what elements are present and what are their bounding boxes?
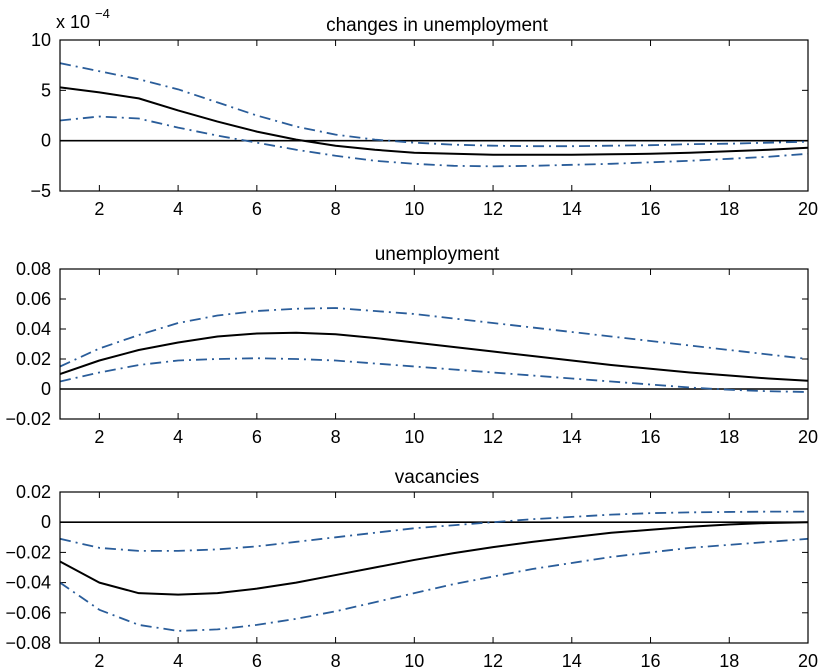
y-tick-label: −5 (30, 181, 51, 201)
x-tick-label: 16 (641, 651, 661, 671)
series-line-upper (60, 510, 808, 552)
axes-box (59, 491, 809, 644)
plot-area (60, 62, 808, 168)
axis-scale-exponent: −4 (95, 6, 110, 21)
y-tick-label: 0.02 (16, 482, 51, 502)
series-line-point (60, 86, 808, 156)
x-tick-label: 4 (173, 199, 183, 219)
y-tick-label: 0.02 (16, 349, 51, 369)
x-tick-label: 18 (719, 427, 739, 447)
x-tick-label: 2 (94, 651, 104, 671)
x-tick-label: 12 (483, 199, 503, 219)
x-tick-label: 12 (483, 427, 503, 447)
x-tick-label: 16 (641, 427, 661, 447)
x-tick-label: 20 (798, 427, 818, 447)
y-tick-label: 0.04 (16, 319, 51, 339)
x-tick-label: 18 (719, 651, 739, 671)
x-tick-label: 12 (483, 651, 503, 671)
x-tick-label: 14 (562, 199, 582, 219)
chart-panel-2: unemployment −0.02 0 0.02 0.04 0.06 0.08 2 4 6 8 10… (5, 244, 818, 447)
y-tick-label: 0 (41, 379, 51, 399)
x-tick-label: 14 (562, 651, 582, 671)
x-tick-label: 8 (331, 199, 341, 219)
x-tick-label: 4 (173, 651, 183, 671)
x-tick-label: 10 (404, 199, 424, 219)
x-tick-label: 6 (252, 427, 262, 447)
x-tick-label: 2 (94, 427, 104, 447)
x-tick-label: 10 (404, 651, 424, 671)
chart-panel-1: changes in unemployment x 10 −4 −5 0 5 10 2 4 6 8 1… (30, 6, 818, 219)
series-line-lower (60, 357, 808, 393)
x-tick-label: 6 (252, 199, 262, 219)
chart-title: changes in unemployment (326, 15, 549, 36)
y-tick-label: −0.08 (5, 633, 51, 653)
series-line-lower (60, 115, 808, 168)
series-line-point (60, 521, 808, 596)
x-tick-label: 8 (331, 427, 341, 447)
x-tick-label: 4 (173, 427, 183, 447)
x-tick-label: 18 (719, 199, 739, 219)
y-tick-label: 5 (41, 80, 51, 100)
x-tick-label: 8 (331, 651, 341, 671)
axis-scale-label: x 10 (56, 12, 90, 32)
y-tick-label: −0.04 (5, 573, 51, 593)
x-tick-label: 20 (798, 651, 818, 671)
axes-box (59, 268, 809, 420)
y-tick-label: 10 (31, 30, 51, 50)
y-tick-label: −0.06 (5, 603, 51, 623)
y-tick-label: −0.02 (5, 409, 51, 429)
x-tick-label: 6 (252, 651, 262, 671)
x-tick-label: 14 (562, 427, 582, 447)
chart-panel-3: vacancies −0.08 −0.06 −0.04 −0.02 0 0.02 2 4 6 8 10… (5, 467, 818, 671)
plot-area (60, 307, 808, 393)
y-tick-label: 0 (41, 512, 51, 532)
x-tick-label: 2 (94, 199, 104, 219)
chart-title: vacancies (395, 467, 480, 488)
x-tick-label: 10 (404, 427, 424, 447)
chart-title: unemployment (375, 244, 500, 265)
plot-area (60, 510, 808, 632)
axes-box (59, 39, 809, 192)
series-line-upper (60, 62, 808, 148)
y-tick-label: −0.02 (5, 542, 51, 562)
x-tick-label: 16 (641, 199, 661, 219)
series-line-upper (60, 307, 808, 368)
y-tick-label: 0.06 (16, 289, 51, 309)
y-tick-label: 0.08 (16, 259, 51, 279)
series-line-point (60, 331, 808, 382)
y-tick-label: 0 (41, 131, 51, 151)
series-line-lower (60, 537, 808, 632)
x-tick-label: 20 (798, 199, 818, 219)
